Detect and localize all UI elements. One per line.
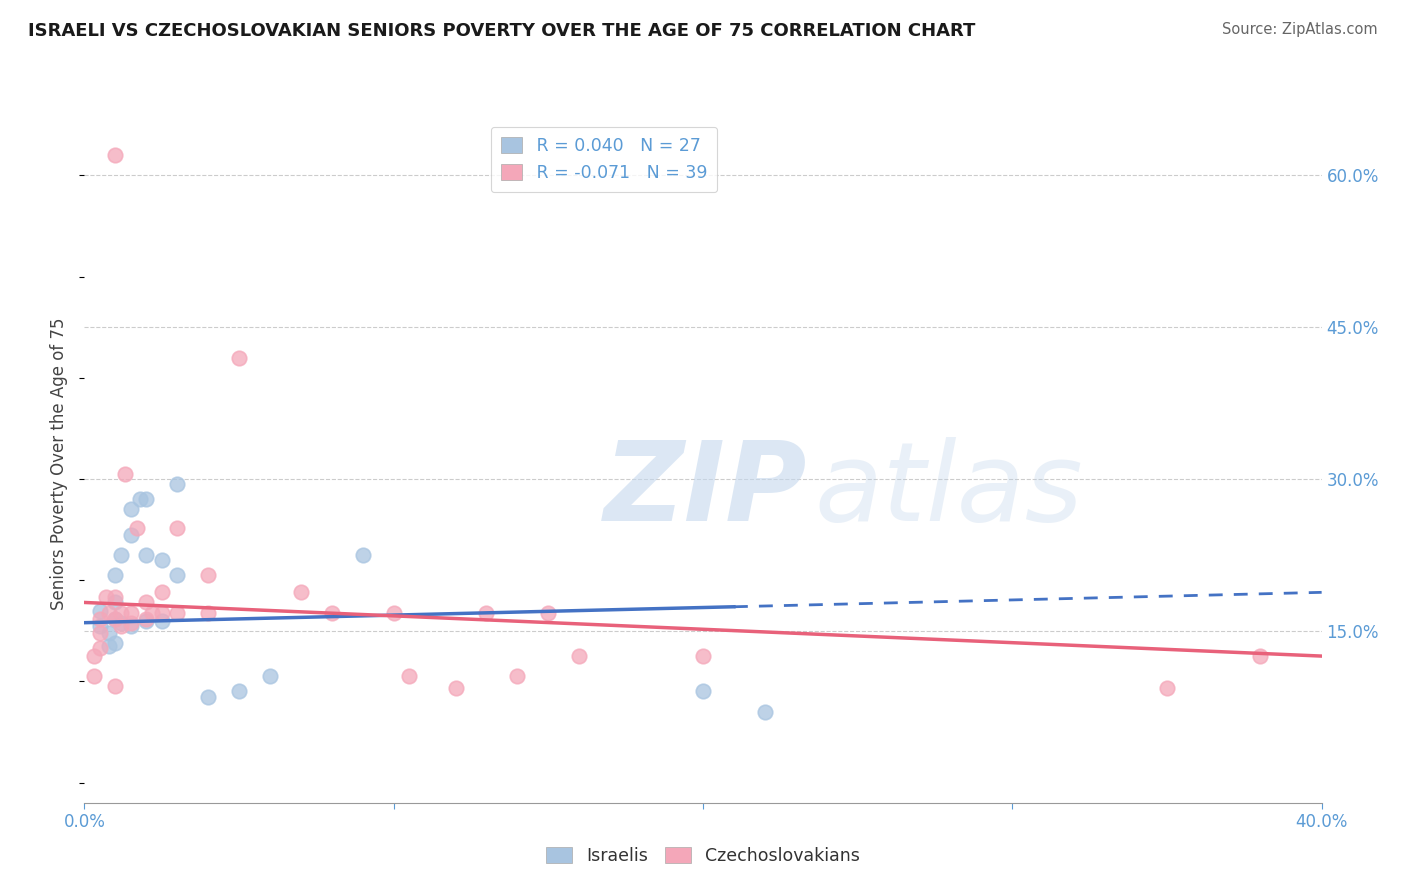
Point — [98, 625, 121, 640]
Point — [129, 492, 152, 507]
Point — [110, 618, 132, 632]
Point — [150, 553, 173, 567]
Point — [89, 603, 111, 617]
Point — [754, 705, 776, 719]
Point — [506, 669, 529, 683]
Point — [1156, 681, 1178, 696]
Point — [89, 640, 111, 655]
Point — [197, 606, 219, 620]
Point — [166, 606, 188, 620]
Point — [120, 618, 142, 632]
Point — [125, 520, 148, 534]
Point — [398, 669, 420, 683]
Point — [150, 614, 173, 628]
Point — [135, 612, 157, 626]
Point — [104, 148, 127, 162]
Point — [290, 585, 312, 599]
Point — [692, 684, 714, 698]
Point — [114, 467, 136, 481]
Point — [228, 351, 250, 365]
Point — [135, 548, 157, 562]
Point — [98, 606, 121, 620]
Point — [94, 591, 117, 605]
Point — [259, 669, 281, 683]
Y-axis label: Seniors Poverty Over the Age of 75: Seniors Poverty Over the Age of 75 — [51, 318, 69, 610]
Point — [104, 612, 127, 626]
Point — [1249, 649, 1271, 664]
Point — [135, 595, 157, 609]
Point — [104, 591, 127, 605]
Point — [104, 568, 127, 582]
Point — [382, 606, 405, 620]
Point — [89, 625, 111, 640]
Point — [228, 684, 250, 698]
Point — [135, 492, 157, 507]
Text: atlas: atlas — [814, 437, 1083, 544]
Point — [104, 680, 127, 694]
Point — [110, 615, 132, 630]
Point — [98, 639, 121, 653]
Point — [352, 548, 374, 562]
Point — [104, 595, 127, 609]
Point — [537, 606, 560, 620]
Point — [104, 612, 127, 626]
Point — [150, 585, 173, 599]
Point — [197, 690, 219, 704]
Text: ZIP: ZIP — [605, 437, 807, 544]
Point — [110, 548, 132, 562]
Point — [135, 614, 157, 628]
Point — [166, 568, 188, 582]
Point — [166, 477, 188, 491]
Point — [197, 568, 219, 582]
Point — [120, 502, 142, 516]
Point — [83, 669, 105, 683]
Point — [120, 615, 142, 630]
Text: Source: ZipAtlas.com: Source: ZipAtlas.com — [1222, 22, 1378, 37]
Point — [110, 606, 132, 620]
Point — [120, 606, 142, 620]
Point — [104, 636, 127, 650]
Point — [83, 649, 105, 664]
Point — [444, 681, 467, 696]
Point — [692, 649, 714, 664]
Point — [141, 606, 163, 620]
Point — [150, 606, 173, 620]
Point — [120, 527, 142, 541]
Point — [166, 520, 188, 534]
Point — [321, 606, 343, 620]
Point — [89, 612, 111, 626]
Text: ISRAELI VS CZECHOSLOVAKIAN SENIORS POVERTY OVER THE AGE OF 75 CORRELATION CHART: ISRAELI VS CZECHOSLOVAKIAN SENIORS POVER… — [28, 22, 976, 40]
Point — [475, 606, 498, 620]
Point — [568, 649, 591, 664]
Legend: Israelis, Czechoslovakians: Israelis, Czechoslovakians — [538, 840, 868, 872]
Point — [89, 618, 111, 632]
